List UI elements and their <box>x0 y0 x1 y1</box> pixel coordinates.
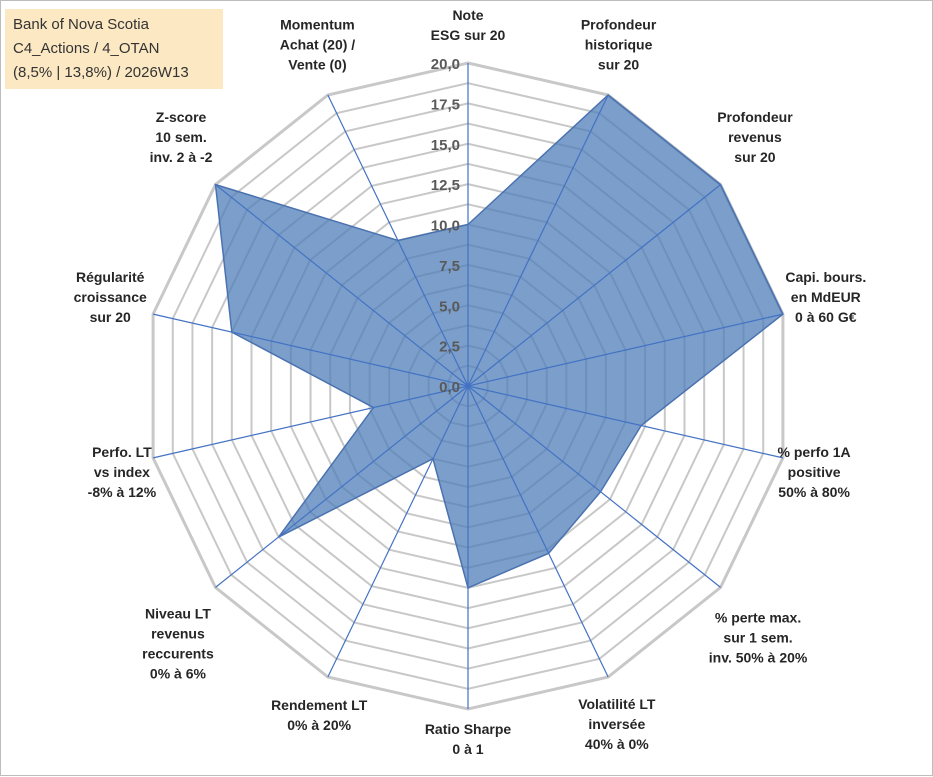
axis-label-line: croissance <box>74 289 147 305</box>
axis-spoke <box>327 385 469 678</box>
axis-label-line: inversée <box>588 716 645 732</box>
series-area <box>214 93 784 589</box>
axis-spoke <box>152 313 469 387</box>
axis-spoke <box>467 385 609 678</box>
axis-spoke <box>467 184 721 387</box>
axis-spoke <box>467 385 721 588</box>
axis-label-line: reccurents <box>142 646 214 662</box>
axis-label: Rendement LT 0% à 20% <box>271 697 368 733</box>
axis-label: Régularité croissance sur 20 <box>74 269 147 325</box>
axis-spoke <box>152 385 469 459</box>
axis-label: Niveau LT revenus reccurents 0% à 6% <box>142 606 214 682</box>
axis-spoke <box>327 94 469 387</box>
axis-spoke <box>215 184 469 387</box>
axis-label-line: -8% à 12% <box>88 484 157 500</box>
tick-label: 20,0 <box>431 56 460 73</box>
axis-label-line: 40% à 0% <box>585 736 649 752</box>
axis-label-line: Ratio Sharpe <box>425 721 512 737</box>
axis-label-line: % perfo 1A <box>778 444 851 460</box>
axis-label-line: Achat (20) / <box>280 37 356 53</box>
axis-label-line: sur 20 <box>598 57 639 73</box>
tick-label: 10,0 <box>431 218 460 235</box>
axis-label-line: Capi. bours. <box>785 269 866 285</box>
axis-label-line: en MdEUR <box>791 289 861 305</box>
axis-label-line: 0% à 20% <box>287 717 351 733</box>
axis-label-line: Profondeur <box>581 17 657 33</box>
axis-label-line: Régularité <box>76 269 145 285</box>
axis-label: Profondeur revenus sur 20 <box>717 109 793 165</box>
axis-label-line: vs index <box>94 464 150 480</box>
axis-spoke <box>467 313 784 387</box>
tick-label: 2,5 <box>439 339 460 356</box>
axis-label-line: sur 1 sem. <box>723 629 792 645</box>
axis-label-line: revenus <box>728 129 782 145</box>
axis-label-line: ESG sur 20 <box>431 27 506 43</box>
axis-label-line: 10 sem. <box>155 129 206 145</box>
axis-label: Volatilité LT inversée 40% à 0% <box>578 696 656 752</box>
axis-label: Capi. bours. en MdEUR 0 à 60 G€ <box>785 269 866 325</box>
axis-label-line: inv. 2 à -2 <box>150 149 213 165</box>
tick-label: 12,5 <box>431 177 460 194</box>
axis-label: Note ESG sur 20 <box>431 7 506 43</box>
axis-label-line: 50% à 80% <box>778 484 850 500</box>
axis-label-line: sur 20 <box>90 309 131 325</box>
tick-layer: 0,0 2,5 5,0 7,5 10,0 12,5 15,0 17,5 20,0 <box>431 56 460 396</box>
axis-spoke <box>215 385 469 588</box>
axis-label-line: Niveau LT <box>145 606 211 622</box>
title-line-2: C4_Actions / 4_OTAN <box>13 40 160 57</box>
axis-label-line: 0 à 60 G€ <box>795 309 857 325</box>
axis-label-line: historique <box>585 37 653 53</box>
axis-spoke <box>467 94 609 387</box>
series-layer <box>214 93 784 589</box>
tick-label: 0,0 <box>439 379 460 396</box>
axis-label-line: Z-score <box>156 109 207 125</box>
spoke-layer <box>152 63 784 709</box>
axis-label-line: 0% à 6% <box>150 666 207 682</box>
title-line-1: Bank of Nova Scotia <box>13 16 149 33</box>
axis-label-line: Perfo. LT <box>92 444 152 460</box>
axis-label-layer: Note ESG sur 20 Profondeur historique sur 20… <box>74 7 867 757</box>
axis-label: Perfo. LT vs index -8% à 12% <box>88 444 157 500</box>
axis-label-line: Note <box>452 7 483 23</box>
title-box: Bank of Nova Scotia C4_Actions / 4_OTAN … <box>5 9 223 89</box>
axis-label-line: 0 à 1 <box>452 741 483 757</box>
axis-label: % perfo 1A positive 50% à 80% <box>778 444 851 500</box>
axis-label-line: revenus <box>151 626 205 642</box>
axis-label: Profondeur historique sur 20 <box>581 17 657 73</box>
axis-label-line: Rendement LT <box>271 697 368 713</box>
axis-label-line: Momentum <box>280 17 355 33</box>
tick-label: 7,5 <box>439 258 460 275</box>
axis-label-line: sur 20 <box>734 149 775 165</box>
axis-label: Ratio Sharpe 0 à 1 <box>425 721 512 757</box>
axis-label-line: inv. 50% à 20% <box>709 649 808 665</box>
axis-label: % perte max. sur 1 sem. inv. 50% à 20% <box>709 609 808 665</box>
axis-label-line: Profondeur <box>717 109 793 125</box>
axis-label-line: Vente (0) <box>288 57 346 73</box>
axis-label-line: Volatilité LT <box>578 696 656 712</box>
tick-label: 5,0 <box>439 298 460 315</box>
title-line-3: (8,5% | 13,8%) / 2026W13 <box>13 64 189 81</box>
tick-label: 17,5 <box>431 96 460 113</box>
axis-label: Z-score 10 sem. inv. 2 à -2 <box>150 109 213 165</box>
axis-label-line: % perte max. <box>715 609 801 625</box>
tick-label: 15,0 <box>431 137 460 154</box>
axis-label: Momentum Achat (20) / Vente (0) <box>280 17 356 73</box>
axis-spoke <box>467 385 784 459</box>
axis-label-line: positive <box>788 464 841 480</box>
